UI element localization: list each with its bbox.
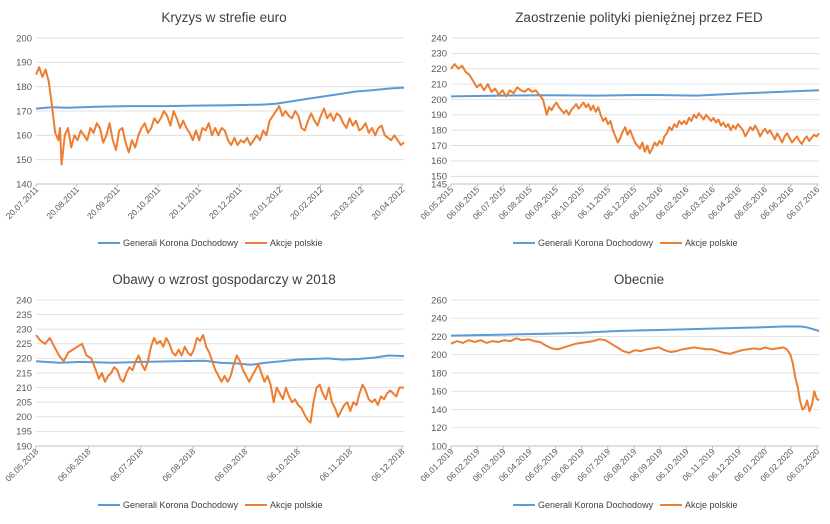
y-tick-label: 220: [431, 332, 447, 343]
y-tick-label: 160: [431, 387, 447, 398]
x-tick-label: 20.12.2011: [207, 184, 244, 221]
y-tick-label: 205: [16, 398, 32, 409]
legend-label: Akcje polskie: [685, 500, 738, 510]
series-line-akcje: [450, 337, 820, 413]
line-chart-svg: Kryzys w strefie euro 140 150 160 170 180 190 2…: [4, 10, 407, 248]
x-tick-label: 20.02.2012: [288, 184, 325, 221]
chart-panel-current: Obecnie 100 120 140 160 180 200 220 240 260 06.01.…: [415, 262, 830, 524]
x-tick-label: 20.10.2011: [126, 184, 163, 221]
y-tick-label: 220: [16, 354, 32, 365]
y-tick-label: 150: [16, 155, 32, 166]
x-tick-label: 06.12.2018: [369, 446, 406, 483]
x-tick-label: 06.09.2018: [212, 446, 249, 483]
y-tick-label: 240: [431, 314, 447, 325]
y-tick-label: 180: [431, 126, 447, 137]
legend-label: Generali Korona Dochodowy: [123, 238, 239, 248]
x-tick-label: 20.11.2011: [167, 184, 203, 220]
series-line-generali: [450, 89, 820, 98]
y-tick-label: 120: [431, 423, 447, 434]
y-tick-label: 180: [431, 368, 447, 379]
legend-label: Akcje polskie: [270, 238, 323, 248]
y-tick-label: 215: [16, 368, 32, 379]
legend-label: Generali Korona Dochodowy: [123, 500, 239, 510]
x-tick-label: 06.08.2018: [160, 446, 197, 483]
line-chart-svg: Obecnie10012014016018020022024026006.01.…: [418, 272, 821, 510]
legend-label: Akcje polskie: [270, 500, 323, 510]
y-tick-label: 200: [431, 350, 447, 361]
y-tick-label: 160: [431, 156, 447, 167]
x-tick-label: 06.10.2018: [265, 446, 302, 483]
y-tick-label: 140: [431, 405, 447, 416]
x-tick-label: 20.01.2012: [247, 184, 284, 221]
y-tick-label: 170: [16, 106, 32, 117]
chart-panel-growth-fears-2018: Obawy o wzrost gospodarczy w 2018 190 195 2…: [0, 262, 415, 524]
y-tick-label: 190: [431, 110, 447, 121]
y-tick-label: 150: [431, 172, 447, 183]
y-tick-label: 225: [16, 339, 32, 350]
y-tick-label: 200: [431, 95, 447, 106]
y-tick-label: 170: [431, 141, 447, 152]
y-tick-label: 240: [16, 295, 32, 306]
chart-title: Zaostrzenie polityki pieniężnej przez FE…: [515, 10, 763, 25]
x-tick-label: 20.03.2012: [329, 184, 366, 221]
y-tick-label: 240: [431, 33, 447, 44]
series-line-akcje: [35, 66, 405, 166]
legend-label: Akcje polskie: [685, 238, 738, 248]
chart-panel-fed-tightening: Zaostrzenie polityki pieniężnej przez FE…: [415, 0, 830, 262]
y-tick-label: 230: [16, 325, 32, 336]
y-tick-label: 100: [431, 441, 447, 452]
chart-panel-euro-crisis: Kryzys w strefie euro 140 150 160 170 180 190 2…: [0, 0, 415, 262]
chart-title: Obawy o wzrost gospodarczy w 2018: [112, 272, 336, 287]
chart-title: Obecnie: [614, 272, 664, 287]
series-line-generali: [35, 86, 405, 110]
x-tick-label: 06.06.2018: [56, 446, 93, 483]
y-tick-label: 180: [16, 82, 32, 93]
y-tick-label: 260: [431, 295, 447, 306]
line-chart-svg: Obawy o wzrost gospodarczy w 2018 190 195 2…: [3, 272, 406, 510]
x-tick-label: 06.07.2018: [108, 446, 145, 483]
x-tick-label: 06.11.2018: [317, 446, 354, 483]
x-tick-label: 20.09.2011: [85, 184, 122, 221]
y-tick-label: 200: [16, 33, 32, 44]
y-tick-label: 235: [16, 310, 32, 321]
chart-title: Kryzys w strefie euro: [161, 10, 286, 25]
y-tick-label: 200: [16, 412, 32, 423]
series-line-akcje: [35, 334, 404, 424]
y-tick-label: 210: [16, 383, 32, 394]
y-tick-label: 210: [431, 79, 447, 90]
y-tick-label: 190: [16, 58, 32, 69]
x-tick-label: 20.08.2011: [44, 184, 81, 221]
line-chart-svg: Zaostrzenie polityki pieniężnej przez FE…: [418, 10, 821, 248]
x-tick-label: 20.04.2012: [369, 184, 406, 221]
series-line-akcje: [450, 63, 820, 155]
series-line-generali: [35, 354, 405, 366]
y-tick-label: 140: [16, 179, 32, 190]
legend-label: Generali Korona Dochodowy: [538, 238, 654, 248]
y-tick-label: 160: [16, 131, 32, 142]
y-tick-label: 220: [431, 64, 447, 75]
y-tick-label: 145: [431, 179, 447, 190]
legend-label: Generali Korona Dochodowy: [538, 500, 654, 510]
y-tick-label: 195: [16, 427, 32, 438]
series-line-generali: [450, 325, 820, 337]
y-tick-label: 230: [431, 49, 447, 60]
y-tick-label: 190: [16, 441, 32, 452]
